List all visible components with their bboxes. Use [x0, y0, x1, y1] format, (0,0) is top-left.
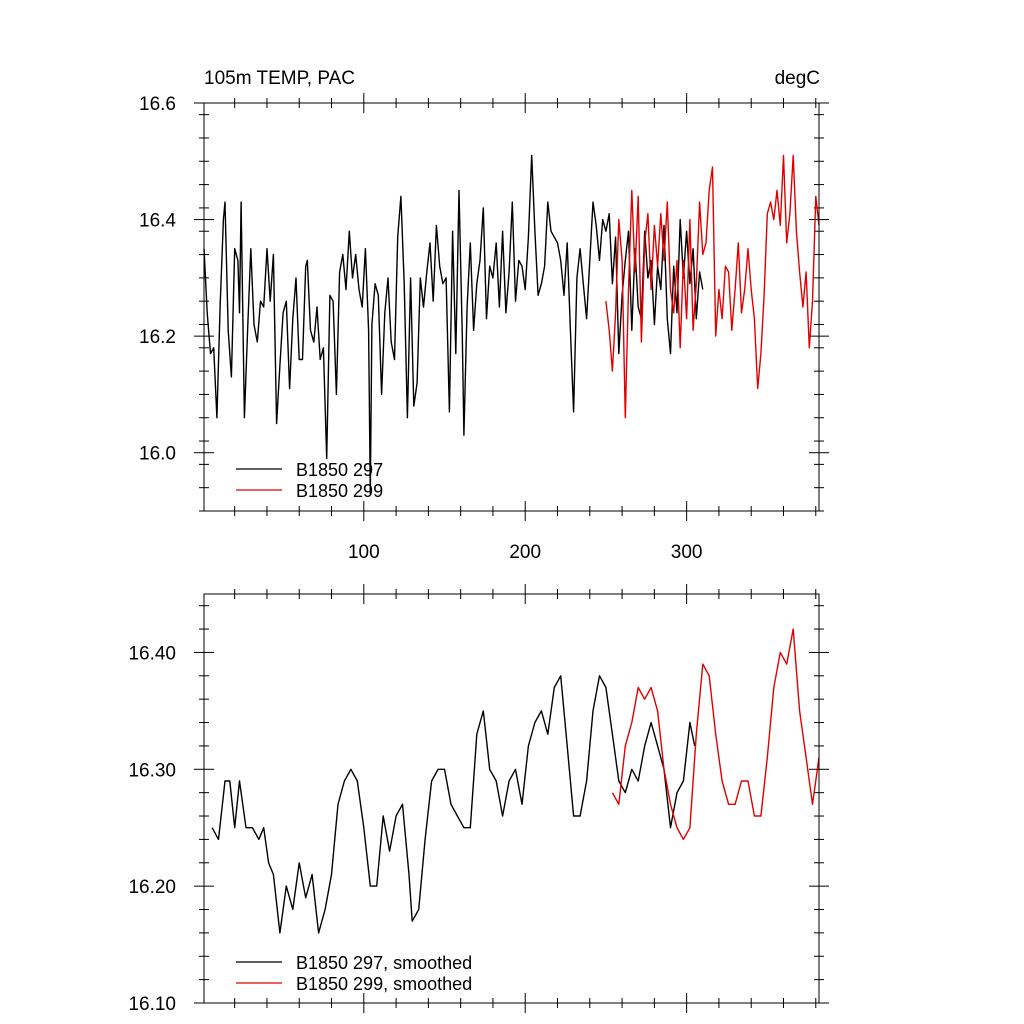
- y-tick-label: 16.4: [139, 211, 176, 232]
- x-tick-label: 300: [671, 542, 703, 563]
- series-line-b1850-299: [605, 154, 820, 419]
- bottom-chart-frame: [203, 593, 820, 1004]
- y-tick-label: 16.20: [128, 877, 176, 898]
- y-tick-label: 16.2: [139, 327, 176, 348]
- top-chart-plot-area: [203, 154, 820, 495]
- series-line-b1850-297: [203, 154, 704, 495]
- bottom-chart: 16.10 16.20 16.30 16.40 B1850 297, smoothed…: [128, 584, 829, 1015]
- chart-title: 105m TEMP, PAC: [204, 68, 355, 89]
- legend-label-b1850-297: B1850 297: [296, 460, 383, 480]
- top-chart: 105m TEMP, PAC degC 100 200 300 16.0 16.2 16.…: [139, 68, 829, 563]
- bottom-chart-legend: B1850 297, smoothed B1850 299, smoothed: [236, 953, 472, 994]
- y-tick-label: 16.10: [128, 994, 176, 1015]
- top-chart-ticks: 100 200 300 16.0 16.2 16.4 16.6: [139, 93, 829, 563]
- y-tick-label: 16.30: [128, 760, 176, 781]
- x-tick-label: 200: [509, 542, 541, 563]
- chart-units: degC: [775, 68, 820, 89]
- series-line-b1850-297-smoothed: [211, 675, 696, 934]
- legend-label-b1850-299-smoothed: B1850 299, smoothed: [296, 974, 472, 994]
- series-line-b1850-299-smoothed: [611, 628, 820, 841]
- bottom-chart-ticks: 16.10 16.20 16.30 16.40: [128, 584, 829, 1015]
- y-tick-label: 16.40: [128, 643, 176, 664]
- y-tick-label: 16.6: [139, 94, 176, 115]
- top-chart-legend: B1850 297 B1850 299: [236, 460, 383, 501]
- y-tick-label: 16.0: [139, 444, 176, 465]
- bottom-chart-plot-area: [211, 628, 820, 934]
- legend-label-b1850-297-smoothed: B1850 297, smoothed: [296, 953, 472, 973]
- legend-label-b1850-299: B1850 299: [296, 481, 383, 501]
- top-chart-frame: [203, 102, 820, 512]
- x-tick-label: 100: [348, 542, 380, 563]
